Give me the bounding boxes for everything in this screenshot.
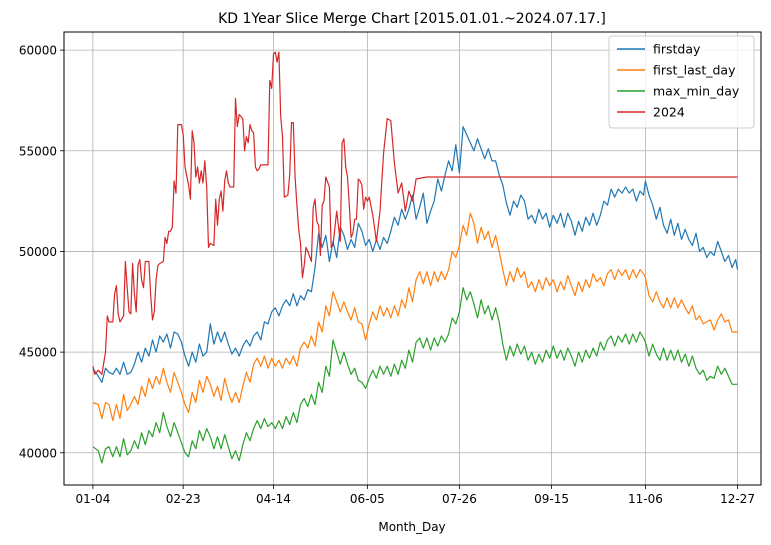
series-line-max-min-day [92, 287, 738, 464]
x-tick-label: 06-05 [350, 492, 385, 506]
y-tick-label: 40000 [19, 446, 57, 460]
legend-box [608, 35, 755, 129]
plot-area [63, 31, 762, 486]
x-tick-label: 11-06 [628, 492, 663, 506]
series-line-first-last-day [92, 212, 738, 422]
y-tick-label: 60000 [19, 44, 57, 58]
x-tick-label: 02-23 [166, 492, 201, 506]
legend-label: 2024 [653, 105, 685, 120]
legend: firstday first_last_day max_min_day 2024 [608, 35, 755, 129]
series-lines [92, 51, 739, 464]
legend-label: max_min_day [653, 84, 740, 99]
y-axis-ticks: 40000 45000 50000 55000 60000 [19, 44, 64, 460]
x-tick-label: 07-26 [442, 492, 477, 506]
y-tick-label: 50000 [19, 245, 57, 259]
x-tick-label: 09-15 [534, 492, 569, 506]
chart-title: KD 1Year Slice Merge Chart [2015.01.01.~… [218, 11, 606, 27]
legend-label: firstday [653, 42, 701, 57]
series-line-2024 [92, 51, 738, 375]
y-tick-label: 55000 [19, 144, 57, 158]
x-tick-label: 01-04 [75, 492, 110, 506]
x-tick-label: 04-14 [256, 492, 291, 506]
y-tick-label: 45000 [19, 346, 57, 360]
x-axis-ticks: 01-04 02-23 04-14 06-05 07-26 09-15 11-06 12-27 [75, 485, 755, 506]
x-axis-label: Month_Day [378, 520, 445, 534]
legend-label: first_last_day [653, 63, 736, 78]
series-line-firstday [92, 126, 739, 383]
x-tick-label: 12-27 [720, 492, 755, 506]
